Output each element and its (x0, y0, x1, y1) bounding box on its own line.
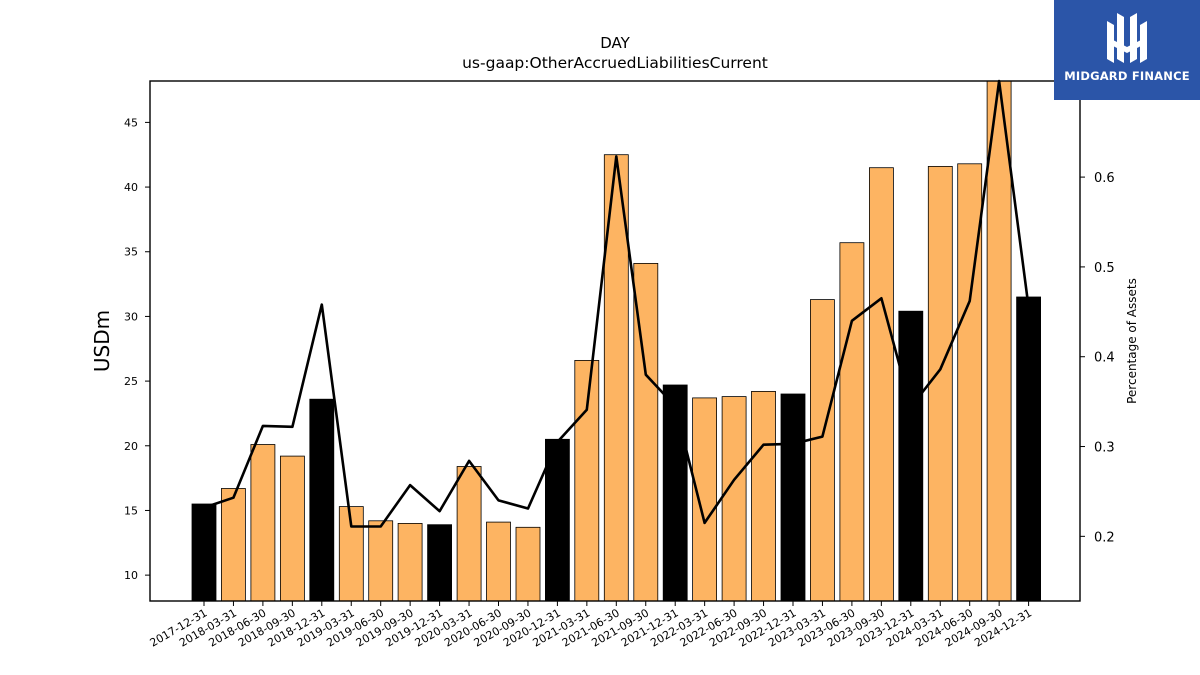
y-tick-label: 10 (124, 569, 138, 582)
bar (279, 455, 305, 602)
bar (515, 526, 541, 602)
bar (250, 444, 276, 602)
y-axis-left: 10 15 20 25 30 35 40 45 (124, 116, 150, 582)
y-axis-label: USDm (90, 310, 114, 372)
brand-logo: MIDGARD FINANCE (1054, 0, 1200, 100)
y-tick-label: 35 (124, 246, 138, 259)
bar (839, 242, 865, 602)
y2-tick-label: 0.5 (1094, 261, 1115, 276)
chart-subtitle: us-gaap:OtherAccruedLiabilitiesCurrent (462, 54, 768, 72)
percentage-of-assets-line (203, 79, 1030, 528)
y2-tick-label: 0.2 (1094, 530, 1115, 545)
bar (309, 398, 335, 602)
y-tick-label: 45 (124, 116, 138, 129)
y-tick-label: 30 (124, 310, 138, 323)
midgard-logo-icon (1107, 13, 1147, 63)
bar (456, 466, 482, 602)
bar (1016, 296, 1041, 602)
y-tick-label: 25 (124, 375, 138, 388)
bar (927, 165, 953, 602)
bar (191, 503, 217, 602)
plot-frame (149, 80, 1081, 602)
bar (486, 521, 511, 602)
bar (220, 488, 246, 602)
y2-axis-label: Percentage of Assets (1125, 278, 1139, 404)
y2-tick-label: 0.6 (1094, 171, 1115, 186)
logo-text: MIDGARD FINANCE (1064, 69, 1190, 83)
y-tick-label: 20 (124, 440, 138, 453)
bar (986, 80, 1012, 602)
y2-tick-label: 0.3 (1094, 441, 1115, 456)
bar (574, 359, 600, 602)
bar (780, 393, 806, 602)
y-tick-label: 40 (124, 181, 138, 194)
y-axis-right: 0.2 0.3 0.4 0.5 0.6 (1080, 171, 1115, 545)
bar (368, 520, 394, 602)
bar (869, 167, 894, 602)
x-axis: 2017-12-312018-03-312018-06-302018-09-30… (148, 601, 1034, 650)
bar (898, 310, 924, 602)
chart-title: DAY (600, 34, 630, 52)
bar (751, 390, 776, 602)
bar (810, 299, 835, 602)
bar (692, 397, 717, 602)
bar (662, 384, 688, 602)
bar (721, 396, 747, 602)
y-tick-label: 15 (124, 504, 138, 517)
bar (397, 523, 423, 602)
bar (427, 524, 453, 602)
y2-tick-label: 0.4 (1094, 351, 1115, 366)
